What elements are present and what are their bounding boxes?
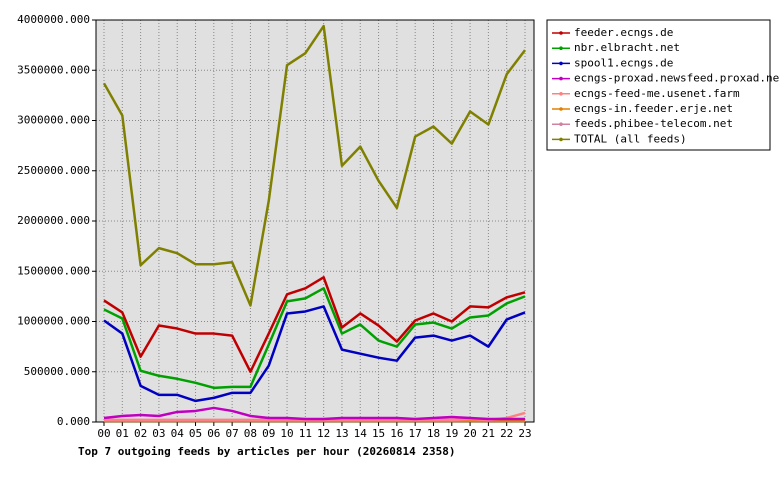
legend [546, 19, 771, 151]
x-tick-label: 21 [482, 427, 495, 440]
x-tick-label: 13 [335, 427, 348, 440]
x-tick-label: 03 [152, 427, 165, 440]
x-axis-title: Top 7 outgoing feeds by articles per hou… [78, 445, 456, 458]
x-tick-label: 09 [262, 427, 275, 440]
x-tick-label: 07 [226, 427, 239, 440]
line [103, 406, 525, 421]
legend-marker [559, 31, 563, 35]
x-tick-label: 19 [445, 427, 458, 440]
line [103, 276, 526, 373]
x-tick-label: 05 [189, 427, 202, 440]
x-tick-label: 17 [409, 427, 422, 440]
y-tick-label: 2500000.000 [17, 164, 90, 177]
legend-marker [559, 76, 563, 81]
x-tick-label: 11 [299, 427, 312, 440]
y-tick-label: 3000000.000 [17, 114, 90, 127]
x-tick-label: 01 [116, 427, 129, 440]
legend-label: ecngs-feed-me.usenet.farm [574, 87, 740, 100]
legend-label: spool1.ecngs.de [574, 56, 673, 69]
legend-label: feeds.phibee-telecom.net [574, 117, 733, 130]
x-tick-label: 10 [280, 427, 293, 440]
x-tick-label: 20 [463, 427, 476, 440]
legend-label: TOTAL (all feeds) [574, 132, 687, 145]
legend-label: ecngs-proxad.newsfeed.proxad.net [574, 72, 780, 85]
line [102, 24, 526, 307]
line [103, 287, 526, 390]
y-tick-label: 4000000.000 [17, 13, 90, 26]
x-tick-label: 23 [518, 427, 531, 440]
x-tick-label: 12 [317, 427, 330, 440]
legend-label: nbr.elbracht.net [574, 41, 680, 54]
x-tick-label: 14 [354, 427, 368, 440]
y-tick-label: 1000000.000 [17, 315, 90, 328]
x-tick-label: 16 [390, 427, 403, 440]
x-tick-label: 08 [244, 427, 257, 440]
y-tick-label: 0.000 [57, 415, 90, 428]
x-tick-label: 15 [372, 427, 385, 440]
x-tick-label: 00 [97, 427, 110, 440]
x-tick-label: 06 [207, 427, 220, 440]
legend-label: ecngs-in.feeder.erje.net [574, 102, 733, 115]
line [103, 305, 526, 403]
y-tick-label: 2000000.000 [17, 214, 90, 227]
x-tick-label: 22 [500, 427, 513, 440]
y-tick-label: 500000.000 [24, 365, 90, 378]
legend-marker [559, 137, 563, 142]
legend-marker [559, 92, 563, 96]
legend-marker [559, 107, 563, 111]
legend-marker [559, 122, 563, 126]
legend-marker [559, 61, 563, 66]
y-tick-label: 3500000.000 [17, 63, 90, 76]
x-tick-label: 02 [134, 427, 147, 440]
legend-marker [559, 46, 563, 50]
x-tick-label: 04 [171, 427, 185, 440]
legend-label: feeder.ecngs.de [574, 26, 673, 39]
y-tick-label: 1500000.000 [17, 264, 90, 277]
x-tick-label: 18 [427, 427, 440, 440]
